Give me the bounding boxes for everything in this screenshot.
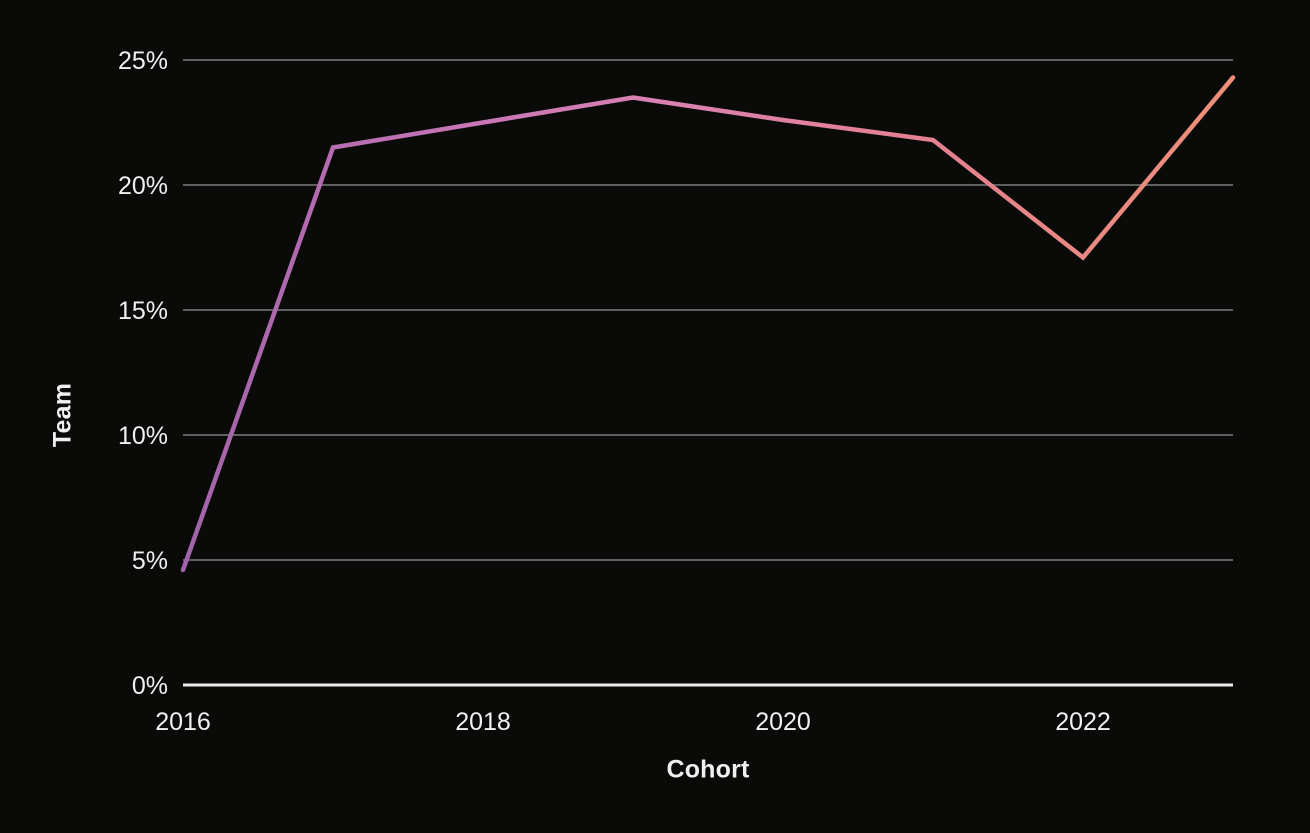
y-axis-title: Team: [48, 382, 77, 448]
data-line-series-team: [180, 75, 1236, 573]
y-tick-label: 25%: [118, 47, 168, 75]
x-tick-label: 2022: [1055, 708, 1111, 736]
y-tick-label: 20%: [118, 172, 168, 200]
x-tick-label: 2018: [455, 708, 511, 736]
y-tick-label: 0%: [132, 672, 168, 700]
y-tick-label: 10%: [118, 422, 168, 450]
y-tick-label: 5%: [132, 547, 168, 575]
y-tick-label: 15%: [118, 297, 168, 325]
x-axis-title: Cohort: [666, 755, 750, 784]
x-tick-label: 2016: [155, 708, 211, 736]
x-tick-label: 2020: [755, 708, 811, 736]
